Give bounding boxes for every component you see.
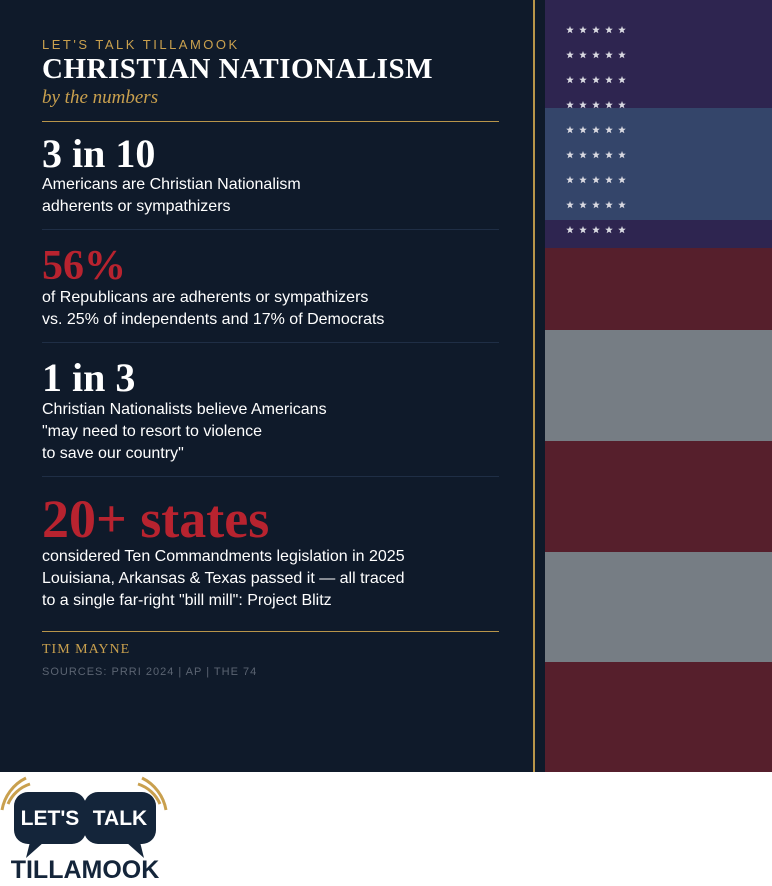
star xyxy=(592,76,600,84)
gold-line xyxy=(533,0,535,772)
star xyxy=(618,151,626,159)
star xyxy=(566,101,574,109)
star xyxy=(592,151,600,159)
divider xyxy=(42,476,499,477)
divider xyxy=(42,229,499,230)
star xyxy=(618,51,626,59)
star xyxy=(579,26,587,34)
sources: SOURCES: PRRI 2024 | AP | THE 74 xyxy=(42,666,258,678)
star xyxy=(592,26,600,34)
logo-word: TALK xyxy=(93,807,147,830)
stat-text: to save our country" xyxy=(42,445,184,462)
author: TIM MAYNE xyxy=(42,642,131,657)
stat-text: considered Ten Commandments legislation … xyxy=(42,548,405,565)
star xyxy=(605,76,613,84)
star xyxy=(566,76,574,84)
info-panel: LET'S TALK TILLAMOOK CHRISTIAN NATIONALI… xyxy=(0,0,545,772)
star xyxy=(618,201,626,209)
star xyxy=(605,51,613,59)
stat-headline: 3 in 10 xyxy=(42,131,156,176)
star xyxy=(592,51,600,59)
logo-word: LET'S xyxy=(21,807,80,830)
stat-headline: 56% xyxy=(42,243,126,289)
star xyxy=(579,51,587,59)
star xyxy=(605,101,613,109)
star xyxy=(605,26,613,34)
stat-text: Americans are Christian Nationalism xyxy=(42,176,301,193)
star xyxy=(566,176,574,184)
star xyxy=(592,101,600,109)
stat-text: of Republicans are adherents or sympathi… xyxy=(42,289,369,306)
flag xyxy=(545,0,772,772)
star xyxy=(618,101,626,109)
canton-band xyxy=(545,108,772,220)
star xyxy=(592,176,600,184)
star xyxy=(579,151,587,159)
star xyxy=(592,126,600,134)
divider xyxy=(42,121,499,122)
star xyxy=(618,126,626,134)
stat-text: "may need to resort to violence xyxy=(42,423,263,440)
stripe xyxy=(545,662,772,772)
kicker: LET'S TALK TILLAMOOK xyxy=(42,37,240,52)
star xyxy=(605,226,613,234)
star xyxy=(566,201,574,209)
star xyxy=(579,101,587,109)
star xyxy=(605,126,613,134)
stat-headline: 20+ states xyxy=(42,489,270,549)
star xyxy=(579,176,587,184)
star xyxy=(618,76,626,84)
stat-headline: 1 in 3 xyxy=(42,355,136,400)
star xyxy=(605,176,613,184)
star xyxy=(579,76,587,84)
title: CHRISTIAN NATIONALISM xyxy=(42,53,434,85)
star xyxy=(605,201,613,209)
stripe xyxy=(545,330,772,441)
star xyxy=(566,151,574,159)
star xyxy=(579,201,587,209)
divider xyxy=(42,342,499,343)
star xyxy=(566,126,574,134)
stripe xyxy=(545,552,772,662)
logo-word: TILLAMOOK xyxy=(11,856,160,884)
stripe xyxy=(545,441,772,552)
stripe xyxy=(545,248,772,330)
stat-text: vs. 25% of independents and 17% of Democ… xyxy=(42,311,385,328)
star xyxy=(592,201,600,209)
stat-text: Christian Nationalists believe Americans xyxy=(42,401,327,418)
divider xyxy=(42,631,499,632)
star xyxy=(579,226,587,234)
logo: LET'S TALK TILLAMOOK xyxy=(0,776,168,884)
stat-text: Louisiana, Arkansas & Texas passed it — … xyxy=(42,570,405,587)
star xyxy=(618,26,626,34)
stars xyxy=(566,26,626,234)
stat-text: adherents or sympathizers xyxy=(42,198,231,215)
star xyxy=(566,26,574,34)
star xyxy=(605,151,613,159)
stat-text: to a single far-right "bill mill": Proje… xyxy=(42,592,332,609)
star xyxy=(566,226,574,234)
subtitle: by the numbers xyxy=(42,87,159,108)
star xyxy=(566,51,574,59)
star xyxy=(579,126,587,134)
star xyxy=(592,226,600,234)
star xyxy=(618,226,626,234)
star xyxy=(618,176,626,184)
